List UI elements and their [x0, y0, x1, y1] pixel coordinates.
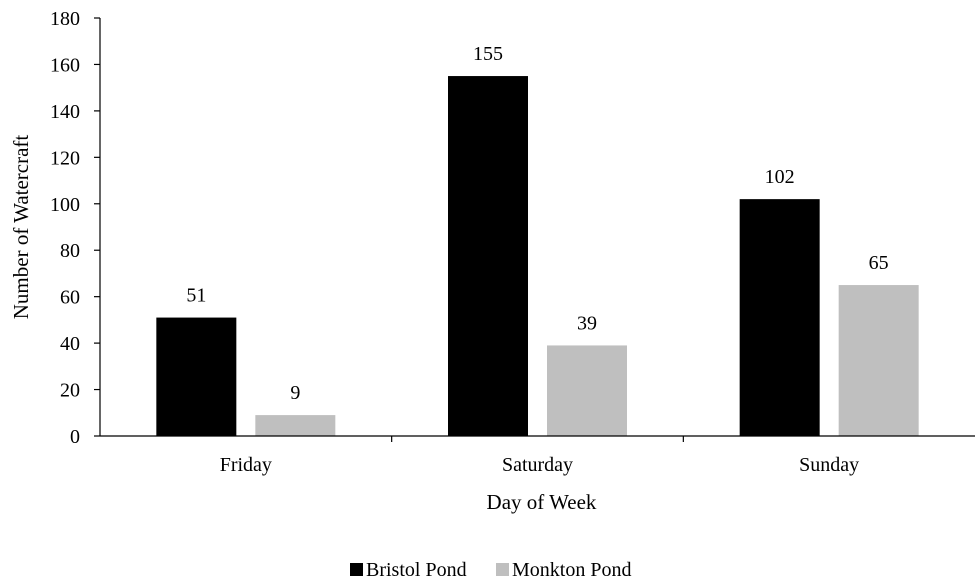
- legend-swatch: [350, 563, 363, 576]
- bar: [448, 76, 528, 437]
- bar-data-label: 51: [186, 285, 206, 307]
- y-axis-label: Number of Watercraft: [9, 135, 33, 320]
- y-axis-ticks: 0 20 40 60 80 100 120 140 160 180: [50, 8, 100, 448]
- bar-data-label: 65: [869, 252, 889, 274]
- y-tick-label: 120: [50, 147, 80, 169]
- bar: [838, 285, 919, 436]
- y-tick-label: 140: [50, 101, 80, 123]
- bar: [255, 415, 336, 436]
- legend-label: Monkton Pond: [512, 559, 631, 580]
- bar-data-label: 39: [577, 312, 597, 334]
- y-tick-label: 0: [70, 426, 80, 448]
- bars: [156, 76, 919, 437]
- y-tick-label: 160: [50, 54, 80, 76]
- y-tick-label: 100: [50, 194, 80, 216]
- bar-data-labels: 51 9 155 39 102 65: [186, 43, 888, 404]
- y-tick-label: 80: [60, 240, 80, 262]
- legend: Bristol Pond Monkton Pond: [350, 559, 631, 581]
- legend-label: Bristol Pond: [366, 559, 467, 580]
- bar: [739, 199, 820, 436]
- y-tick-label: 20: [60, 380, 80, 402]
- bar-data-label: 155: [473, 43, 503, 65]
- bar-data-label: 9: [290, 382, 300, 404]
- y-tick-label: 40: [60, 333, 80, 355]
- x-axis-ticks: Friday Saturday Sunday: [220, 436, 859, 476]
- legend-swatch: [496, 563, 509, 576]
- y-tick-label: 180: [50, 8, 80, 30]
- x-tick-label: Friday: [220, 454, 272, 476]
- bar: [156, 317, 237, 436]
- x-tick-label: Saturday: [502, 454, 573, 476]
- x-axis-label: Day of Week: [487, 490, 597, 514]
- y-tick-label: 60: [60, 287, 80, 309]
- bar-data-label: 102: [765, 166, 795, 188]
- bar: [547, 345, 627, 436]
- x-tick-label: Sunday: [799, 454, 859, 476]
